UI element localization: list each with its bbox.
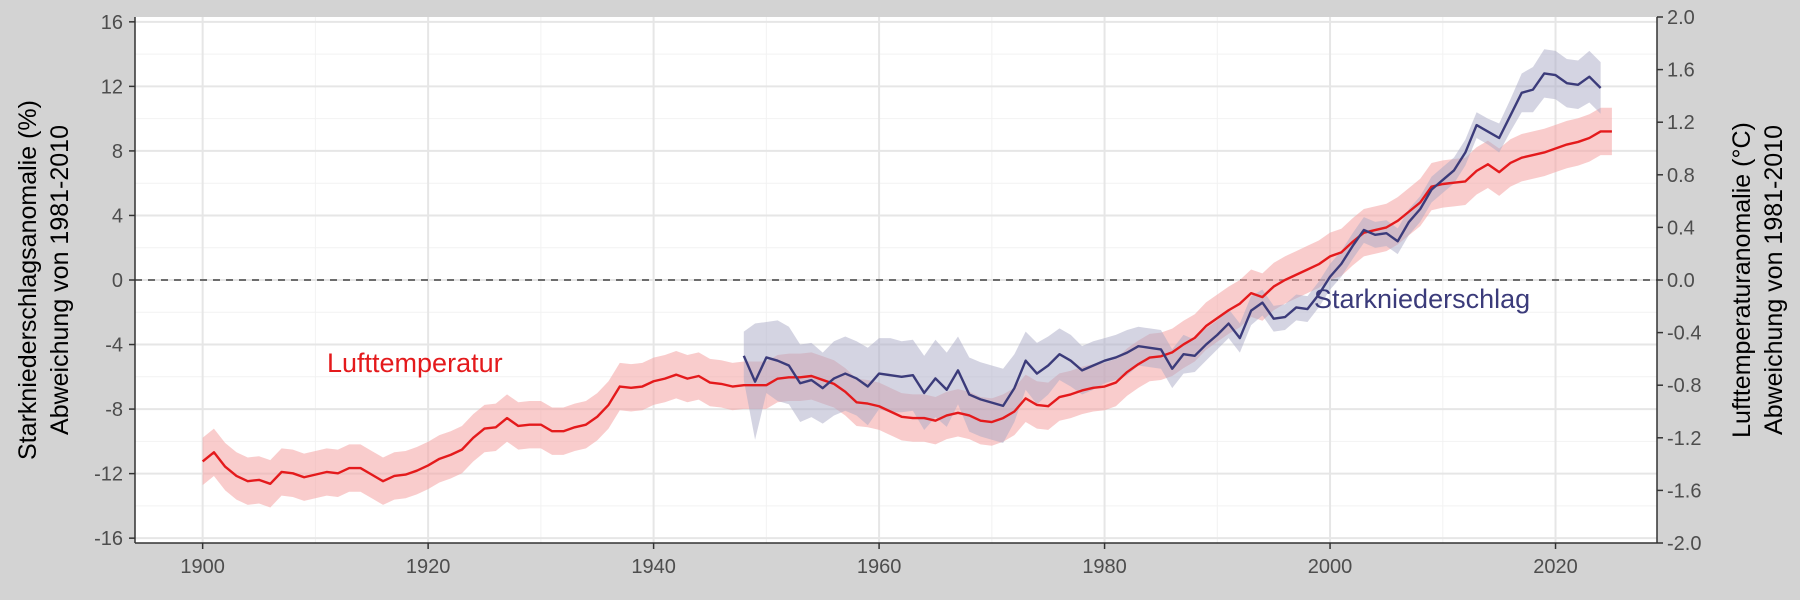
y-right-tick-label: -0.8 bbox=[1667, 375, 1701, 397]
x-tick-label: 1920 bbox=[406, 556, 451, 578]
x-tick-label: 1940 bbox=[631, 556, 676, 578]
y-left-tick-label: 0 bbox=[112, 270, 123, 292]
x-tick-label: 1960 bbox=[857, 556, 902, 578]
y-left-tick-label: -8 bbox=[105, 399, 123, 421]
y-left-tick-label: -16 bbox=[94, 528, 123, 550]
y-left-tick-label: -4 bbox=[105, 335, 123, 357]
y-right-tick-label: 1.6 bbox=[1667, 60, 1695, 82]
temperature-line bbox=[201, 130, 1612, 486]
precipitation-line bbox=[742, 72, 1602, 408]
y-right-tick-label: 2.0 bbox=[1667, 7, 1695, 29]
y-left-tick-label: -12 bbox=[94, 464, 123, 486]
precipitation-band bbox=[743, 49, 1601, 443]
series-label-temperature: Lufttemperatur bbox=[327, 348, 503, 378]
y-right-title-line2: Abweichung von 1981-2010 bbox=[1760, 125, 1788, 435]
y-right-tick-label: -1.2 bbox=[1667, 428, 1701, 450]
y-right-tick-label: -1.6 bbox=[1667, 480, 1701, 502]
y-left-tick-label: 12 bbox=[101, 76, 123, 98]
y-left-tick-label: 4 bbox=[112, 205, 123, 227]
x-tick-label: 2000 bbox=[1308, 556, 1353, 578]
y-right-tick-label: -2.0 bbox=[1667, 533, 1701, 555]
axes: 16 12 8 4 0 -4 -8 -12 -16 2.0 1.6 1.2 0.8 0.4 0.0 -0.4 -… bbox=[94, 7, 1701, 578]
y-left-title-line1: Starkniederschlagsanomalie (%) bbox=[14, 100, 42, 460]
y-left-tick-label: 8 bbox=[112, 141, 123, 163]
uncertainty-bands bbox=[202, 49, 1612, 508]
series-label-precipitation: Starkniederschlag bbox=[1314, 284, 1530, 314]
y-right-tick-label: -0.4 bbox=[1667, 323, 1701, 345]
y-left-tick-label: 16 bbox=[101, 12, 123, 34]
x-tick-label: 1900 bbox=[180, 556, 225, 578]
y-right-tick-label: 0.4 bbox=[1667, 217, 1695, 239]
series-lines bbox=[201, 72, 1612, 486]
y-left-title-line2: Abweichung von 1981-2010 bbox=[46, 125, 74, 435]
y-right-tick-label: 0.8 bbox=[1667, 165, 1695, 187]
temperature-band bbox=[202, 107, 1612, 508]
y-right-tick-label: 0.0 bbox=[1667, 270, 1695, 292]
x-tick-label: 2020 bbox=[1533, 556, 1578, 578]
x-tick-label: 1980 bbox=[1082, 556, 1127, 578]
y-right-tick-label: 1.2 bbox=[1667, 112, 1695, 134]
y-right-title-line1: Lufttemperaturanomalie (°C) bbox=[1728, 122, 1756, 438]
